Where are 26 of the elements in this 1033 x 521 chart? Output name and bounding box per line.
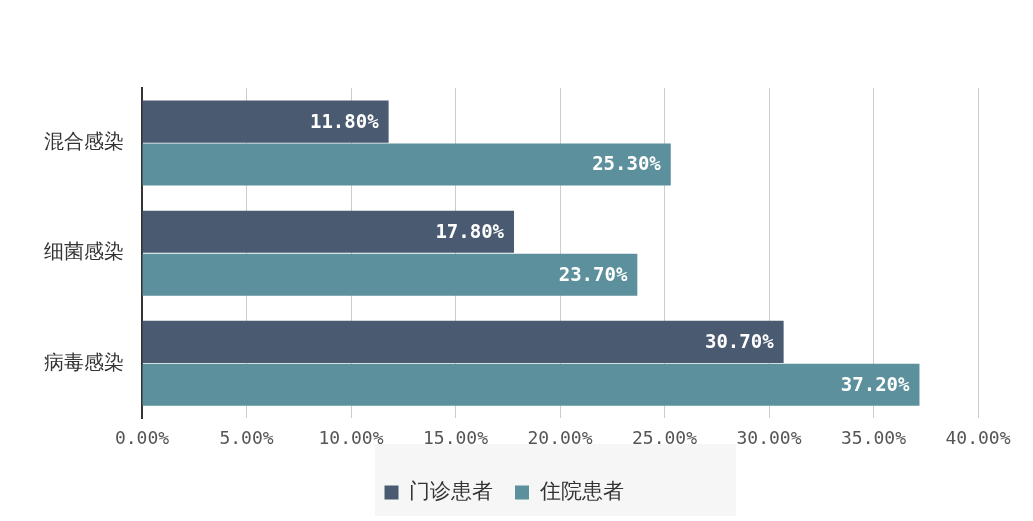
data-label: 17.80%: [435, 219, 505, 242]
legend-label: 门诊患者: [409, 478, 493, 503]
legend-label: 住院患者: [538, 478, 624, 503]
data-label: 37.20%: [840, 372, 911, 395]
x-tick-label: 10.00%: [318, 426, 384, 448]
x-tick-label: 20.00%: [527, 426, 593, 448]
x-tick-label: 5.00%: [219, 426, 274, 448]
bar: [142, 210, 515, 253]
y-tick-label: 病毒感染: [44, 349, 124, 374]
y-tick-label: 细菌感染: [44, 239, 124, 264]
data-label: 11.80%: [309, 109, 380, 132]
bar: [142, 100, 389, 143]
x-tick-label: 40.00%: [945, 426, 1011, 448]
x-tick-label: 0.00%: [114, 426, 170, 448]
data-label: 30.70%: [704, 329, 775, 352]
bar: [142, 253, 638, 296]
x-tick-label: 30.00%: [736, 426, 802, 448]
x-tick-label: 35.00%: [840, 426, 907, 448]
data-label: 25.30%: [592, 152, 662, 175]
bar: [142, 363, 920, 406]
data-label: 23.70%: [558, 262, 628, 285]
y-tick-label: 混合感染: [44, 129, 124, 154]
bar: [142, 143, 671, 186]
x-tick-label: 15.00%: [422, 426, 489, 448]
x-tick-label: 25.00%: [631, 426, 698, 448]
bar: [142, 320, 784, 363]
